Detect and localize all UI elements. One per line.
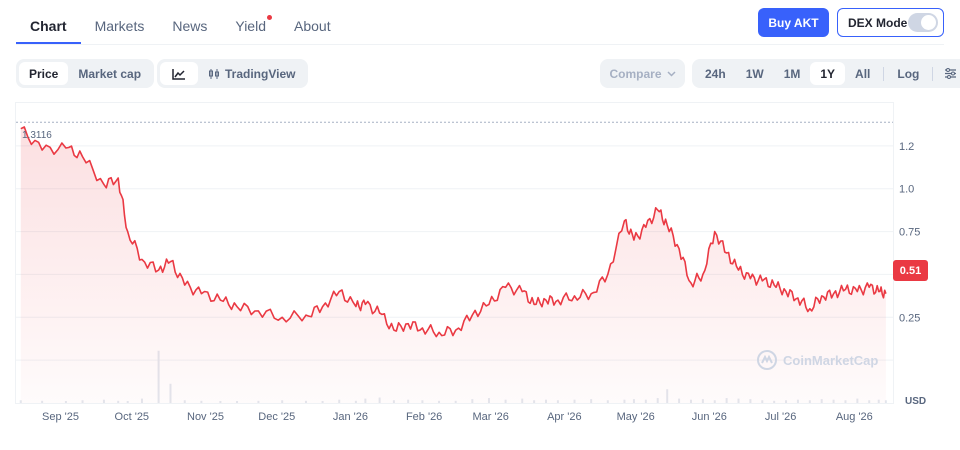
- tab-about[interactable]: About: [294, 18, 331, 34]
- range-24h-button[interactable]: 24h: [705, 66, 726, 81]
- chart-settings-button[interactable]: [936, 62, 960, 85]
- marketcap-button[interactable]: Market cap: [78, 66, 142, 81]
- x-tick-label: May '26: [617, 411, 655, 423]
- price-button[interactable]: Price: [19, 62, 69, 85]
- dex-mode-label: DEX Mode: [848, 15, 908, 30]
- x-tick-label: Jan '26: [333, 411, 368, 423]
- range-1w-button[interactable]: 1W: [745, 66, 764, 81]
- price-chart[interactable]: 1.2 1.0 0.75 0.25 Sep '25 Oct '25 Nov '25 Dec '…: [0, 100, 960, 430]
- y-tick-label: 0.75: [899, 227, 920, 239]
- volume-bar: [19, 400, 22, 403]
- tab-chart[interactable]: Chart: [16, 18, 81, 44]
- y-tick-label: 1.2: [899, 141, 914, 153]
- range-all-button[interactable]: All: [855, 66, 871, 81]
- chevron-down-icon: [666, 70, 676, 77]
- candlestick-icon: [209, 68, 219, 79]
- nav-divider: [16, 44, 944, 45]
- price-line: [20, 126, 887, 338]
- max-price-label: 1.3116: [22, 130, 52, 141]
- coinmarketcap-logo-icon: [757, 350, 777, 370]
- coinmarketcap-watermark: CoinMarketCap: [756, 349, 878, 371]
- y-tick-label: 0.25: [899, 312, 920, 324]
- compare-dropdown[interactable]: Compare: [600, 59, 685, 88]
- x-tick-label: Jul '26: [765, 411, 796, 423]
- line-chart-button[interactable]: [160, 62, 198, 85]
- dex-mode-toggle[interactable]: DEX Mode: [837, 8, 944, 37]
- current-price-badge: 0.51: [893, 260, 928, 281]
- x-tick-label: Mar '26: [473, 411, 509, 423]
- sliders-icon: [945, 68, 957, 79]
- x-tick-label: Nov '25: [187, 411, 224, 423]
- plot-frame: [15, 102, 894, 404]
- time-range-switch: 24h 1W 1M 1Y All Log: [692, 59, 960, 88]
- price-marketcap-switch: Price Market cap: [16, 59, 155, 88]
- toolbar-separator: [932, 66, 934, 81]
- x-tick-label: Jun '26: [692, 411, 727, 423]
- x-tick-label: Aug '26: [836, 411, 873, 423]
- tab-news[interactable]: News: [172, 18, 208, 34]
- chart-style-switch: TradingView: [157, 59, 309, 88]
- toolbar-separator: [883, 66, 885, 81]
- x-tick-label: Oct '25: [115, 411, 150, 423]
- x-tick-label: Feb '26: [406, 411, 442, 423]
- compare-label: Compare: [609, 66, 662, 81]
- x-tick-label: Dec '25: [258, 411, 295, 423]
- tab-yield[interactable]: Yield: [221, 15, 280, 44]
- range-1m-button[interactable]: 1M: [783, 66, 801, 81]
- x-tick-label: Sep '25: [42, 411, 79, 423]
- y-tick-label: 1.0: [899, 184, 914, 196]
- currency-label: USD: [905, 396, 927, 407]
- tab-yield-label: Yield: [235, 18, 266, 34]
- price-area-fill: [20, 127, 886, 403]
- watermark-text: CoinMarketCap: [783, 352, 879, 368]
- toggle-knob: [921, 15, 936, 30]
- tradingview-button[interactable]: TradingView: [198, 62, 305, 85]
- buy-button[interactable]: Buy AKT: [758, 8, 829, 37]
- top-tabs: Chart Markets News Yield About: [16, 12, 345, 44]
- notification-dot-icon: [267, 15, 272, 20]
- x-tick-label: Apr '26: [547, 411, 582, 423]
- tab-markets[interactable]: Markets: [94, 18, 145, 34]
- range-1y-button[interactable]: 1Y: [810, 62, 846, 85]
- line-chart-icon: [172, 68, 185, 80]
- log-scale-button[interactable]: Log: [897, 66, 920, 81]
- tradingview-label: TradingView: [225, 66, 296, 81]
- toggle-switch[interactable]: [908, 13, 938, 32]
